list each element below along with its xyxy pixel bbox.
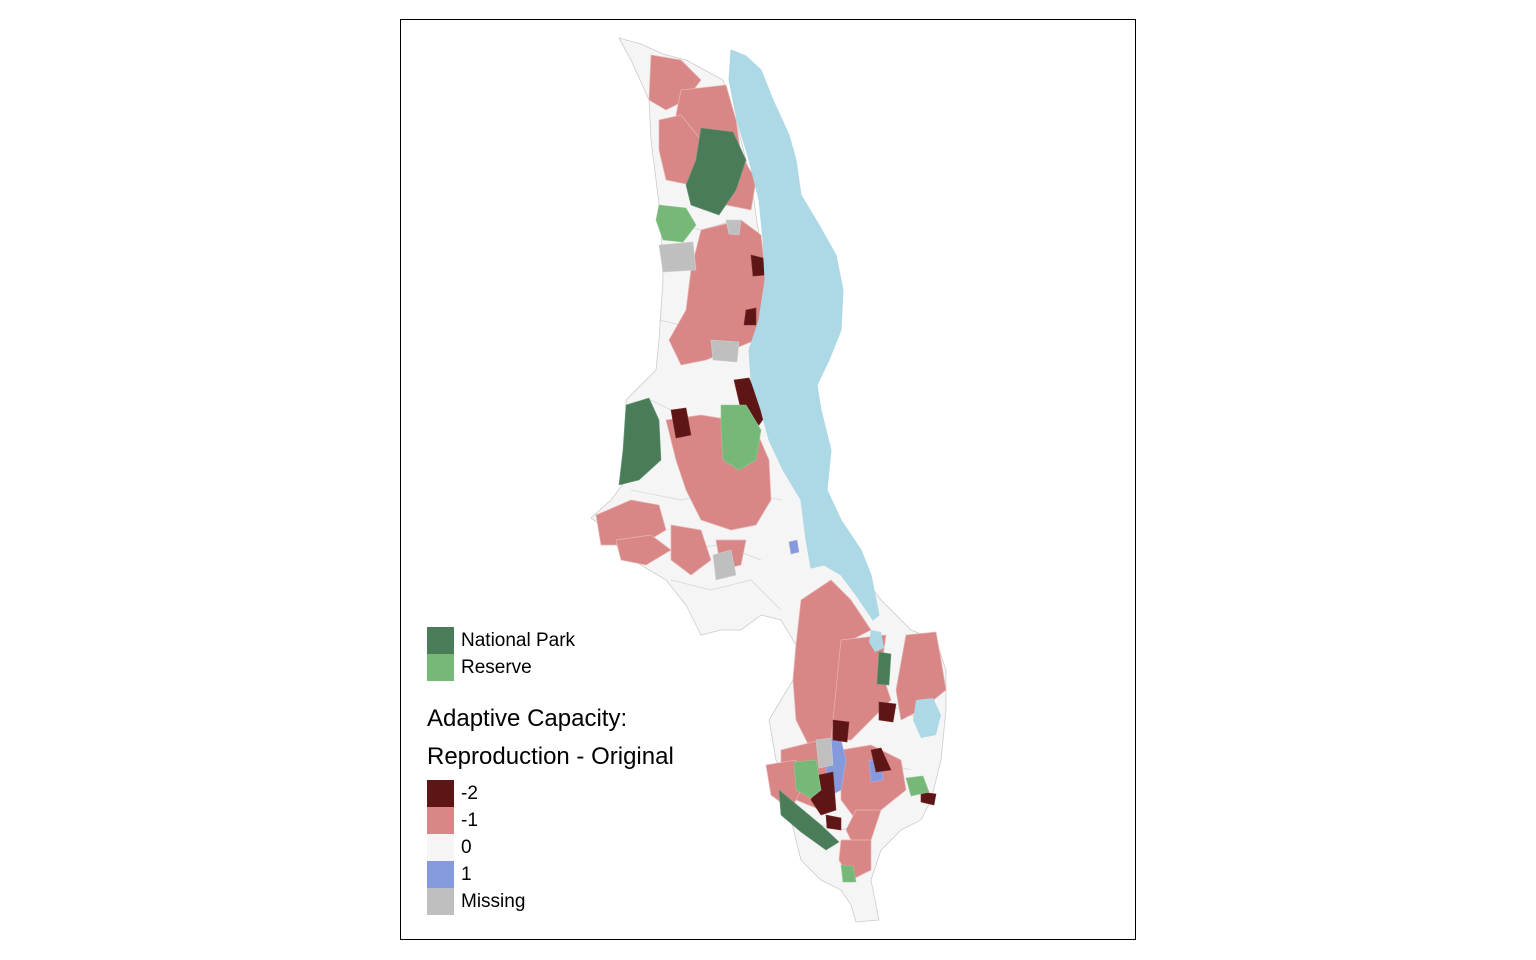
region [878, 701, 897, 723]
legend-title-line2: Reproduction - Original [427, 743, 674, 770]
legend-capacity-swatch [427, 861, 454, 888]
legend-capacity-item: 0 [427, 834, 674, 861]
lake-malawi [728, 49, 880, 621]
legend-park-swatch [427, 627, 454, 654]
legend-capacity-swatch [427, 888, 454, 915]
region [725, 219, 742, 236]
legend-title-line1: Adaptive Capacity: [427, 705, 628, 732]
region [712, 549, 737, 581]
region [920, 791, 937, 806]
region [815, 737, 834, 769]
region [743, 307, 757, 326]
region [825, 814, 842, 831]
region [840, 864, 857, 883]
regions-missing [658, 219, 834, 769]
region [905, 775, 930, 797]
region [615, 534, 672, 566]
legend-capacity-label: 1 [461, 864, 472, 885]
legend-park-label: National Park [461, 630, 576, 651]
malawi-map [590, 37, 947, 923]
legend-park-item: National Park [427, 627, 575, 654]
region [658, 241, 697, 273]
regions-value-minus2 [670, 254, 937, 831]
legend-capacity-label: -2 [461, 783, 478, 804]
legend-capacity-label: 0 [461, 837, 472, 858]
region [670, 524, 712, 576]
legend-capacity-item: -1 [427, 807, 674, 834]
legend-capacity-swatch [427, 807, 454, 834]
legend-capacity-item: 1 [427, 861, 674, 888]
legend-park-label: Reserve [461, 657, 532, 678]
region [685, 127, 747, 216]
region [840, 744, 907, 821]
region [832, 719, 850, 743]
regions-national-park [618, 127, 892, 851]
region [778, 789, 840, 851]
region [710, 339, 740, 363]
legend-capacity-swatch [427, 834, 454, 861]
region [793, 759, 822, 799]
legend-capacity-item: Missing [427, 888, 674, 915]
map-frame: National Park Reserve Adaptive Capacity: … [400, 19, 1136, 940]
region [655, 204, 697, 243]
regions-reserve [655, 204, 930, 883]
region [870, 747, 892, 773]
region [618, 397, 662, 486]
region [788, 539, 800, 555]
legend-protected-areas: National Park Reserve [427, 627, 575, 681]
region [765, 759, 802, 811]
legend-capacity-item: -2 [427, 780, 674, 807]
region [720, 404, 762, 471]
legend-adaptive-capacity: Adaptive Capacity: Reproduction - Origin… [427, 700, 674, 915]
legend-capacity-swatch [427, 780, 454, 807]
legend-park-item: Reserve [427, 654, 575, 681]
lake-chilwa [913, 698, 941, 738]
region [595, 499, 667, 546]
legend-capacity-label: -1 [461, 810, 478, 831]
lake-malombe [869, 630, 884, 652]
legend-capacity-label: Missing [461, 891, 526, 912]
legend-park-swatch [427, 654, 454, 681]
region [876, 651, 892, 686]
region [670, 407, 692, 439]
